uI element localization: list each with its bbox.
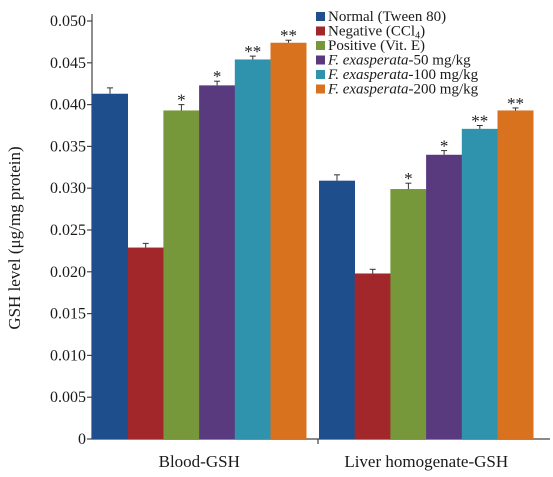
y-tick-label: 0.050 bbox=[50, 13, 86, 30]
category-label: Liver homogenate-GSH bbox=[344, 452, 508, 471]
legend-label: F. exasperata-200 mg/kg bbox=[327, 82, 479, 98]
legend-label: F. exasperata-100 mg/kg bbox=[327, 67, 479, 83]
bar bbox=[354, 273, 391, 439]
significance-label: ** bbox=[471, 112, 488, 131]
y-tick-label: 0.045 bbox=[50, 55, 86, 72]
legend-swatch bbox=[316, 55, 325, 65]
legend-label: Negative (CCl4) bbox=[328, 24, 425, 42]
y-tick-label: 0.010 bbox=[50, 347, 86, 364]
significance-label: ** bbox=[507, 94, 524, 113]
bar bbox=[497, 110, 534, 440]
legend-label: F. exasperata-50 mg/kg bbox=[327, 53, 471, 69]
y-tick-label: 0.030 bbox=[50, 180, 86, 197]
bar bbox=[270, 42, 307, 440]
significance-label: * bbox=[213, 67, 222, 86]
significance-label: ** bbox=[244, 42, 261, 61]
y-tick-label: 0.040 bbox=[50, 97, 86, 114]
category-label: Blood-GSH bbox=[159, 452, 240, 471]
bar bbox=[199, 85, 236, 439]
bar bbox=[426, 154, 463, 439]
y-tick-label: 0.005 bbox=[50, 389, 86, 406]
y-tick-label: 0.035 bbox=[50, 138, 86, 155]
bar bbox=[234, 59, 271, 440]
y-axis-title: GSH level (μg/mg protein) bbox=[5, 146, 24, 329]
y-tick-label: 0 bbox=[78, 431, 86, 448]
legend-label: Positive (Vit. E) bbox=[328, 38, 425, 54]
y-tick-label: 0.020 bbox=[50, 264, 86, 281]
legend-label: Normal (Tween 80) bbox=[328, 9, 446, 25]
legend-swatch bbox=[316, 12, 325, 21]
significance-label: * bbox=[177, 91, 186, 110]
legend-swatch bbox=[316, 70, 325, 79]
legend-swatch bbox=[316, 41, 325, 50]
bar bbox=[127, 247, 164, 439]
bar bbox=[163, 110, 200, 440]
significance-label: * bbox=[404, 169, 413, 188]
legend-swatch bbox=[316, 26, 325, 36]
significance-label: ** bbox=[280, 26, 297, 45]
legend-swatch bbox=[316, 84, 325, 94]
y-tick-label: 0.025 bbox=[50, 222, 86, 239]
bar bbox=[390, 189, 427, 439]
bar bbox=[92, 93, 128, 440]
bar bbox=[319, 180, 355, 439]
legend: Normal (Tween 80)Negative (CCl4)Positive… bbox=[316, 9, 479, 98]
y-tick-label: 0.015 bbox=[50, 306, 86, 323]
bar bbox=[461, 128, 498, 439]
bars bbox=[92, 39, 534, 440]
significance-label: * bbox=[440, 137, 449, 156]
labels: 0 0.005 0.010 0.015 0.020 0.025 0.030 0.035 0.04… bbox=[5, 13, 524, 471]
